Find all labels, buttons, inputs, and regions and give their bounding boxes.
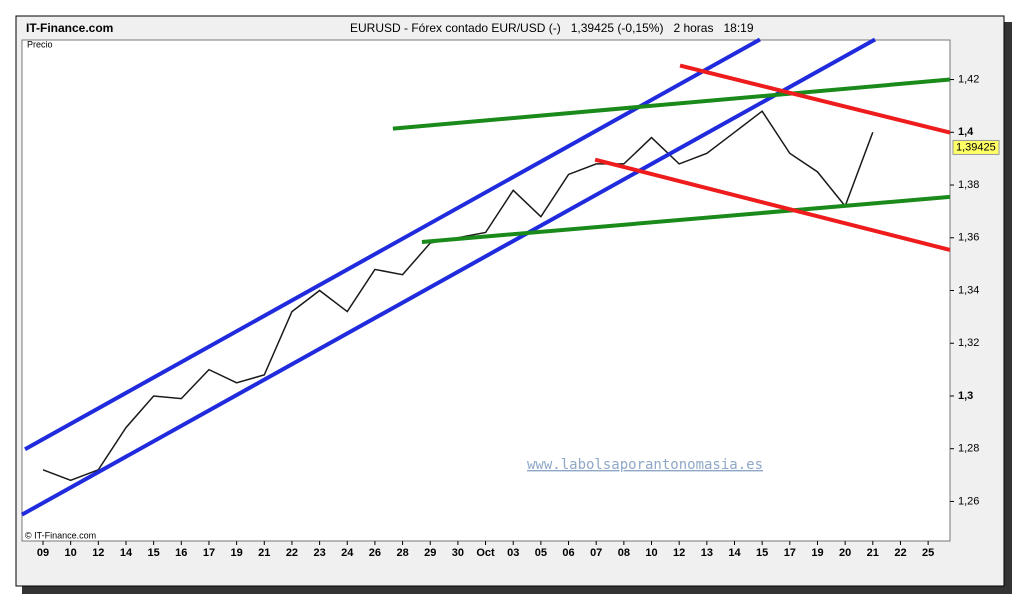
x-tick-label: 07 <box>590 547 602 559</box>
x-tick-label: 06 <box>562 547 574 559</box>
y-tick-label: 1,36 <box>958 232 979 244</box>
trendline <box>594 157 951 252</box>
x-tick-label: 29 <box>424 547 436 559</box>
x-tick-label: 22 <box>286 547 298 559</box>
x-tick-label: 20 <box>839 547 851 559</box>
copyright: © IT-Finance.com <box>25 530 96 540</box>
y-tick-label: 1,28 <box>958 443 979 455</box>
trendline <box>679 63 951 135</box>
y-tick-label: 1,42 <box>958 73 979 85</box>
y-tick-label: 1,38 <box>958 179 979 191</box>
x-tick-label: 13 <box>701 547 713 559</box>
x-tick-label: 03 <box>507 547 519 559</box>
y-tick-label: 1,34 <box>958 284 979 296</box>
x-tick-label: 12 <box>92 547 104 559</box>
x-tick-label: Oct <box>476 547 495 559</box>
x-tick-label: 16 <box>175 547 187 559</box>
x-tick-label: 22 <box>894 547 906 559</box>
site-name: IT-Finance.com <box>26 21 113 35</box>
watermark: www.labolsaporantonomasia.es <box>527 457 763 473</box>
last-price-label: 1,39425 <box>956 141 996 153</box>
x-tick-label: 24 <box>341 547 354 559</box>
x-tick-label: 10 <box>645 547 657 559</box>
trendline <box>421 194 951 244</box>
plot-area <box>21 39 951 542</box>
x-tick-label: 26 <box>369 547 381 559</box>
x-tick-label: 21 <box>258 547 270 559</box>
x-tick-label: 17 <box>203 547 215 559</box>
x-tick-label: 12 <box>673 547 685 559</box>
x-tick-label: 15 <box>148 547 160 559</box>
x-tick-label: 23 <box>313 547 325 559</box>
chart-title: EURUSD - Fórex contado EUR/USD (-) 1,394… <box>350 21 754 35</box>
x-tick-label: 15 <box>756 547 768 559</box>
x-tick-label: 08 <box>618 547 630 559</box>
x-tick-label: 14 <box>120 547 133 559</box>
x-tick-label: 17 <box>784 547 796 559</box>
trendline <box>392 77 951 131</box>
trendline <box>21 37 876 517</box>
x-tick-label: 19 <box>230 547 242 559</box>
x-tick-label: 14 <box>728 547 741 559</box>
x-tick-label: 21 <box>867 547 879 559</box>
y-tick-label: 1,26 <box>958 495 979 507</box>
x-tick-label: 28 <box>396 547 408 559</box>
y-label: Precio <box>27 39 53 49</box>
y-tick-label: 1,4 <box>958 126 974 138</box>
x-tick-label: 30 <box>452 547 464 559</box>
x-tick-label: 19 <box>811 547 823 559</box>
y-tick-label: 1,32 <box>958 337 979 349</box>
x-tick-label: 09 <box>37 547 49 559</box>
x-tick-label: 10 <box>65 547 77 559</box>
x-tick-label: 05 <box>535 547 547 559</box>
x-tick-label: 25 <box>922 547 934 559</box>
last-price-box <box>952 139 1000 155</box>
y-tick-label: 1,3 <box>958 390 973 402</box>
